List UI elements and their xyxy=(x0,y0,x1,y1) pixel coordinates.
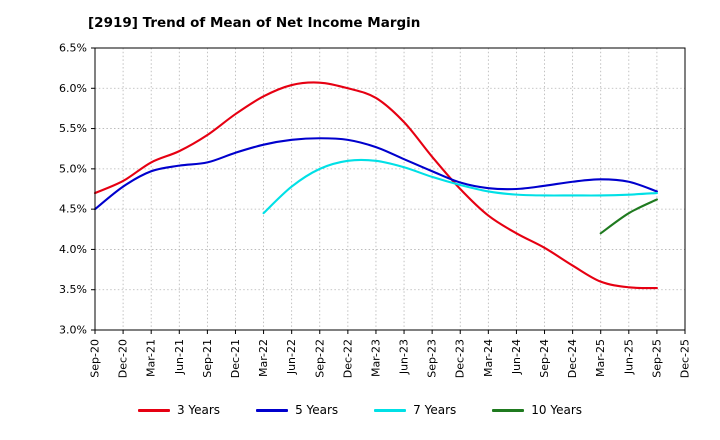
x-tick-label: Sep-25 xyxy=(650,339,663,378)
legend-label: 7 Years xyxy=(413,403,457,417)
x-tick-label: Jun-23 xyxy=(398,339,411,375)
chart-title: [2919] Trend of Mean of Net Income Margi… xyxy=(88,15,420,31)
legend-swatch xyxy=(137,408,170,412)
y-tick-label: 3.0% xyxy=(59,324,87,337)
axes: 3.0% 3.5% 4.0% 4.5% 5.0% 5.5% 6.0% 6.5% Sep-20 De… xyxy=(59,42,691,379)
grid-lines xyxy=(94,47,686,331)
legend-item-7-years: 7 Years xyxy=(374,403,456,417)
series-line-7-years xyxy=(262,158,658,215)
legend-swatch xyxy=(374,408,407,412)
x-tick-label: Mar-24 xyxy=(482,339,495,377)
legend-label: 10 Years xyxy=(531,403,583,417)
plot-border xyxy=(94,47,686,331)
series-line-5-years xyxy=(93,137,658,211)
legend-item-5-years: 5 Years xyxy=(256,403,338,417)
y-tick-label: 6.0% xyxy=(59,82,87,95)
series-lines xyxy=(93,81,658,290)
x-tick-label: Sep-21 xyxy=(201,339,214,378)
legend-label: 5 Years xyxy=(295,403,339,417)
y-tick-label: 5.0% xyxy=(59,162,87,175)
x-tick-label: Mar-22 xyxy=(257,339,270,377)
y-tick-label: 3.5% xyxy=(59,283,87,296)
series-line-3-years xyxy=(93,81,658,290)
x-tick-label: Sep-23 xyxy=(426,339,439,378)
y-tick-label: 4.0% xyxy=(59,243,87,256)
x-tick-label: Dec-23 xyxy=(454,339,467,378)
x-tick-label: Mar-23 xyxy=(369,339,382,377)
x-tick-label: Dec-20 xyxy=(117,339,130,378)
x-tick-label: Sep-22 xyxy=(313,339,326,378)
x-tick-label: Dec-24 xyxy=(566,339,579,378)
x-tick-label: Dec-21 xyxy=(229,339,242,378)
y-tick-label: 5.5% xyxy=(59,122,87,135)
legend-swatch xyxy=(492,408,525,412)
series-line-10-years xyxy=(599,198,658,235)
legend-label: 3 Years xyxy=(176,403,221,417)
x-tick-label: Jun-25 xyxy=(622,339,635,375)
x-tick-label: Sep-24 xyxy=(538,339,551,378)
x-tick-label: Mar-21 xyxy=(145,339,158,377)
chart-legend: 3 Years 5 Years 7 Years 10 Years xyxy=(0,403,720,417)
x-tick-label: Jun-21 xyxy=(173,339,186,375)
y-tick-label: 4.5% xyxy=(59,203,87,216)
legend-item-10-years: 10 Years xyxy=(492,403,582,417)
x-tick-label: Mar-25 xyxy=(594,339,607,377)
y-tick-label: 6.5% xyxy=(59,42,87,55)
x-tick-label: Jun-24 xyxy=(510,339,523,375)
legend-swatch xyxy=(256,408,289,412)
x-tick-label: Dec-25 xyxy=(679,339,692,378)
x-tick-label: Jun-22 xyxy=(285,339,298,375)
x-tick-label: Sep-20 xyxy=(89,339,102,378)
x-tick-label: Dec-22 xyxy=(341,339,354,378)
legend-item-3-years: 3 Years xyxy=(137,403,221,417)
